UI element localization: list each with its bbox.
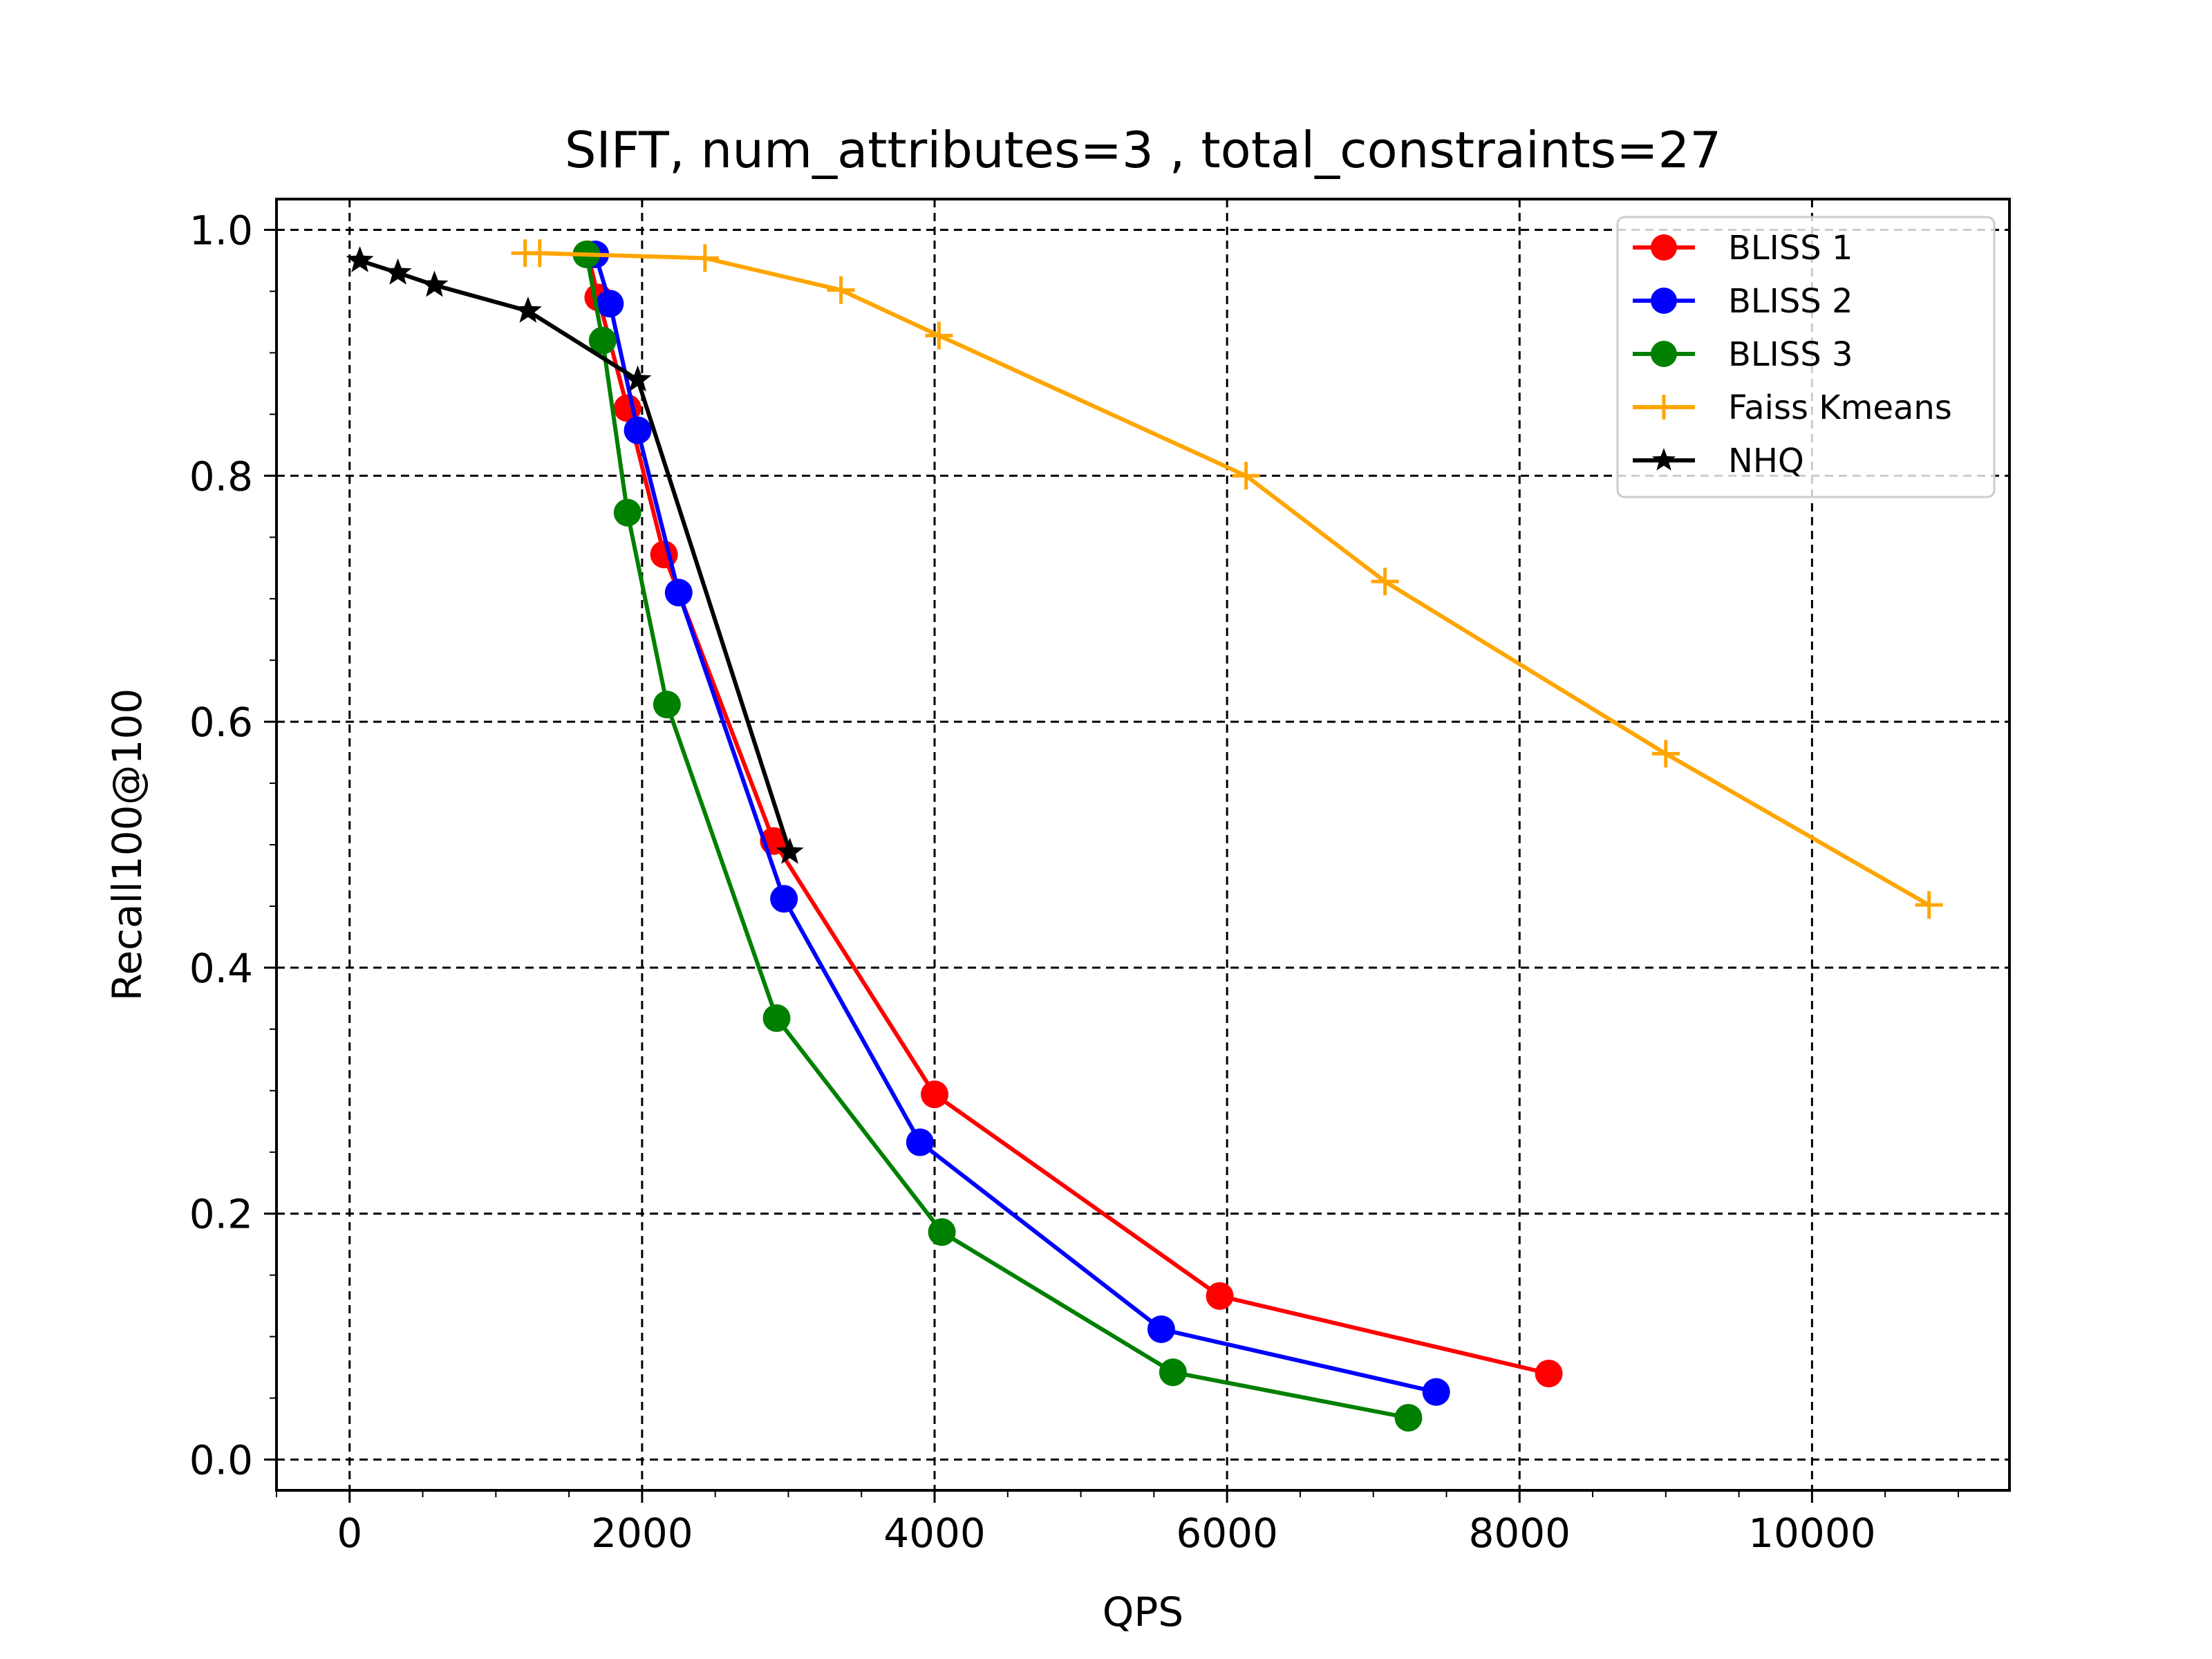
legend-label: NHQ [1728,442,1804,480]
legend-box [1616,216,1996,498]
data-point [1159,1358,1187,1387]
data-point [1371,568,1399,596]
legend-label: BLISS 1 [1728,229,1853,268]
axis-ticks: 0 2000 4000 6000 8000 10000 0.0 0.2 0.4 0.6 0.8 1.0 [189,207,1959,1557]
series-nhq [346,246,804,864]
series-line [585,254,1550,1376]
data-point [1147,1315,1175,1343]
data-point [921,1080,949,1109]
data-point [928,1218,956,1246]
data-point [384,258,412,285]
chart-title: SIFT, num_attributes=3 , total_constrain… [565,121,1721,179]
data-point [1394,1404,1423,1432]
x-tick-label: 4000 [883,1510,986,1557]
plot-series [346,239,1943,1432]
data-point [653,691,681,719]
data-point [1651,395,1676,420]
x-tick-label: 8000 [1468,1510,1571,1557]
data-point [624,416,652,444]
x-tick-label: 2000 [591,1510,693,1557]
data-point [1915,891,1943,919]
y-tick-label: 0.2 [189,1191,253,1238]
data-point [613,498,641,527]
data-point [1232,462,1260,490]
legend-item: BLISS 1 [1633,229,1853,268]
data-point [1535,1359,1563,1387]
data-point [346,246,374,272]
data-point [1422,1378,1450,1406]
data-point [650,541,678,569]
y-tick-label: 0.4 [189,945,253,992]
y-tick-label: 0.6 [189,699,253,746]
y-axis-label: Recall100@100 [104,688,151,1001]
data-point [624,365,652,392]
data-point [827,276,855,304]
legend-item: BLISS 2 [1633,282,1853,321]
legend-label: BLISS 3 [1728,335,1853,374]
data-point [514,296,542,323]
data-point [762,1004,791,1032]
data-point [1651,341,1677,367]
data-point [776,837,804,864]
x-tick-label: 0 [337,1510,362,1557]
legend: BLISS 1 BLISS 2 BLISS 3 Faiss Kmeans NHQ [1616,216,1996,498]
data-point [1651,448,1676,471]
data-point [1206,1282,1234,1310]
series-bliss-3 [572,241,1423,1432]
data-point [1651,288,1677,314]
y-tick-label: 1.0 [189,207,253,254]
legend-label: BLISS 2 [1728,282,1853,321]
legend-item: BLISS 3 [1633,335,1853,374]
data-point [925,321,953,350]
series-faiss-kmeans [511,239,1943,919]
y-tick-label: 0.0 [189,1437,253,1484]
data-point [420,270,449,297]
x-tick-label: 6000 [1176,1510,1278,1557]
data-point [1651,234,1677,261]
legend-item: Faiss Kmeans [1633,388,1952,427]
x-axis-label: QPS [1103,1588,1183,1635]
data-point [664,579,693,607]
legend-label: Faiss Kmeans [1728,388,1952,427]
data-point [906,1128,934,1156]
series-line [593,254,1437,1394]
legend-item: NHQ [1633,442,1804,480]
data-point [588,326,617,355]
series-line [584,254,1409,1420]
x-tick-label: 10000 [1748,1510,1876,1557]
y-tick-label: 0.8 [189,453,253,500]
data-point [525,239,554,268]
data-point [596,290,624,318]
data-point [1651,740,1680,768]
data-point [770,885,798,913]
data-point [691,244,719,272]
